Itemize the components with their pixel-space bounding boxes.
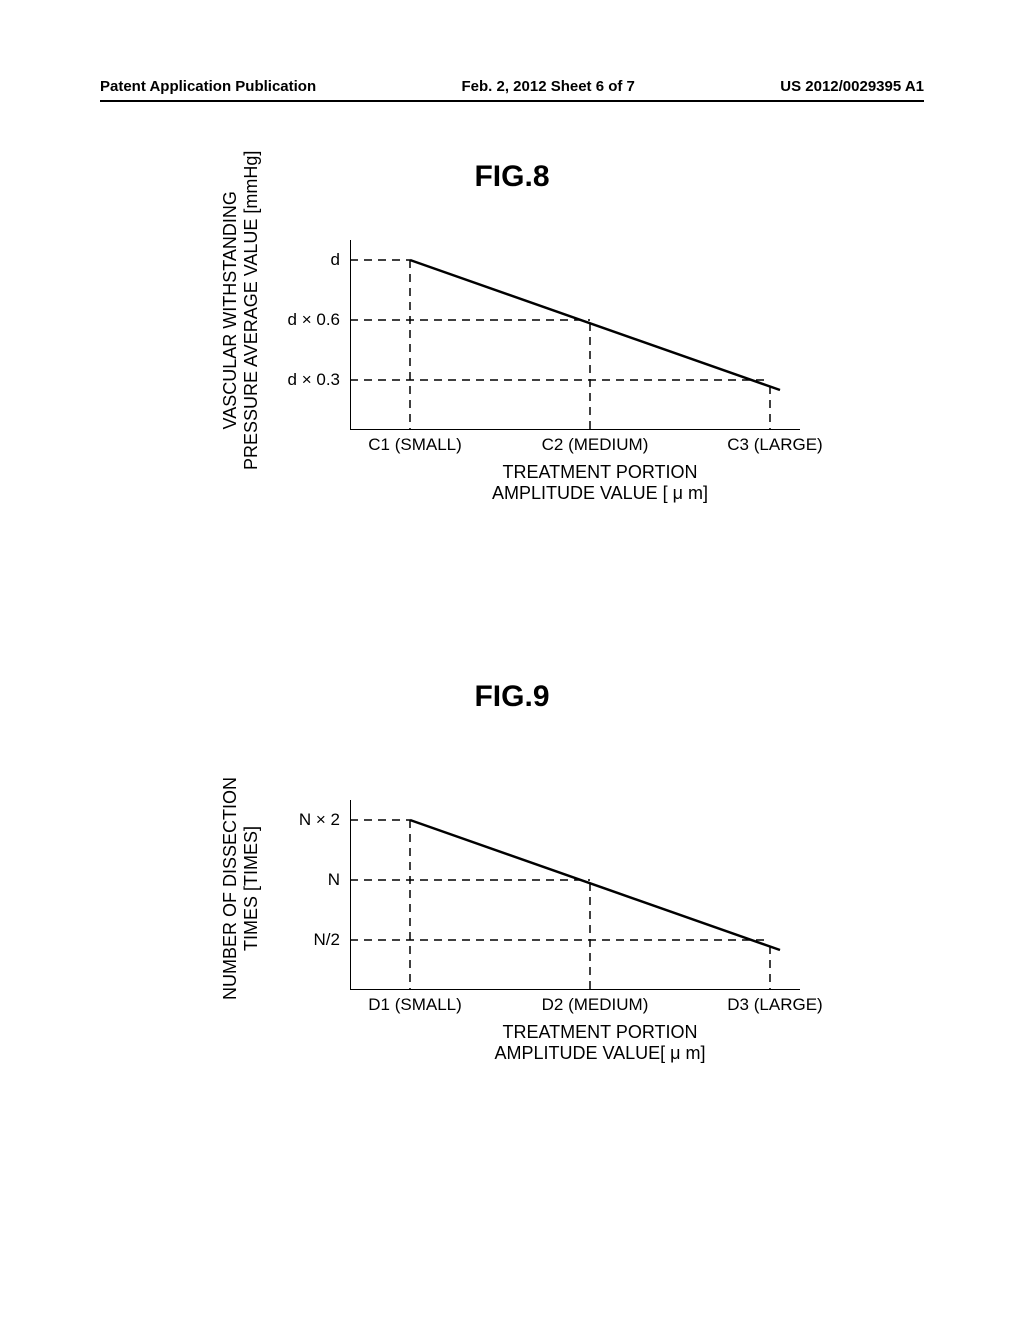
fig8-ytick-0: d <box>270 250 340 270</box>
fig9-xtick-1: D2 (MEDIUM) <box>530 995 660 1015</box>
fig9-ytick-1: N <box>270 870 340 890</box>
fig8-x-label-l1: TREATMENT PORTION <box>460 462 740 483</box>
page-header: Patent Application Publication Feb. 2, 2… <box>0 78 1024 95</box>
fig8-chart: VASCULAR WITHSTANDING PRESSURE AVERAGE V… <box>210 230 830 540</box>
fig9-y-label-l2: TIMES [TIMES] <box>241 777 262 1000</box>
fig9-x-label: TREATMENT PORTION AMPLITUDE VALUE[ μ m] <box>460 1022 740 1064</box>
fig9-y-label-l1: NUMBER OF DISSECTION <box>220 777 241 1000</box>
fig8-x-label-l2: AMPLITUDE VALUE [ μ m] <box>460 483 740 504</box>
fig8-x-label: TREATMENT PORTION AMPLITUDE VALUE [ μ m] <box>460 462 740 504</box>
fig9-x-label-l2: AMPLITUDE VALUE[ μ m] <box>460 1043 740 1064</box>
header-rule <box>100 100 924 102</box>
fig9-y-label: NUMBER OF DISSECTION TIMES [TIMES] <box>220 777 262 1000</box>
fig9-ytick-0: N × 2 <box>270 810 340 830</box>
fig8-svg <box>350 240 800 430</box>
fig9-ytick-2: N/2 <box>270 930 340 950</box>
fig8-title: FIG.8 <box>0 160 1024 194</box>
fig8-y-label-l2: PRESSURE AVERAGE VALUE [mmHg] <box>241 151 262 470</box>
fig8-plot <box>350 240 800 430</box>
header-left: Patent Application Publication <box>100 78 316 95</box>
header-right: US 2012/0029395 A1 <box>780 78 924 95</box>
fig9-title: FIG.9 <box>0 680 1024 714</box>
fig8-xtick-1: C2 (MEDIUM) <box>530 435 660 455</box>
fig9-svg <box>350 800 800 990</box>
fig9-xtick-0: D1 (SMALL) <box>360 995 470 1015</box>
fig8-xtick-0: C1 (SMALL) <box>360 435 470 455</box>
fig8-ytick-2: d × 0.3 <box>270 370 340 390</box>
fig8-xtick-2: C3 (LARGE) <box>715 435 835 455</box>
fig9-plot <box>350 800 800 990</box>
fig8-y-label-l1: VASCULAR WITHSTANDING <box>220 151 241 470</box>
fig9-x-label-l1: TREATMENT PORTION <box>460 1022 740 1043</box>
fig9-xtick-2: D3 (LARGE) <box>715 995 835 1015</box>
fig9-chart: NUMBER OF DISSECTION TIMES [TIMES] N × 2… <box>210 790 830 1100</box>
header-center: Feb. 2, 2012 Sheet 6 of 7 <box>461 78 634 95</box>
fig8-y-label: VASCULAR WITHSTANDING PRESSURE AVERAGE V… <box>220 151 262 470</box>
fig8-ytick-1: d × 0.6 <box>270 310 340 330</box>
